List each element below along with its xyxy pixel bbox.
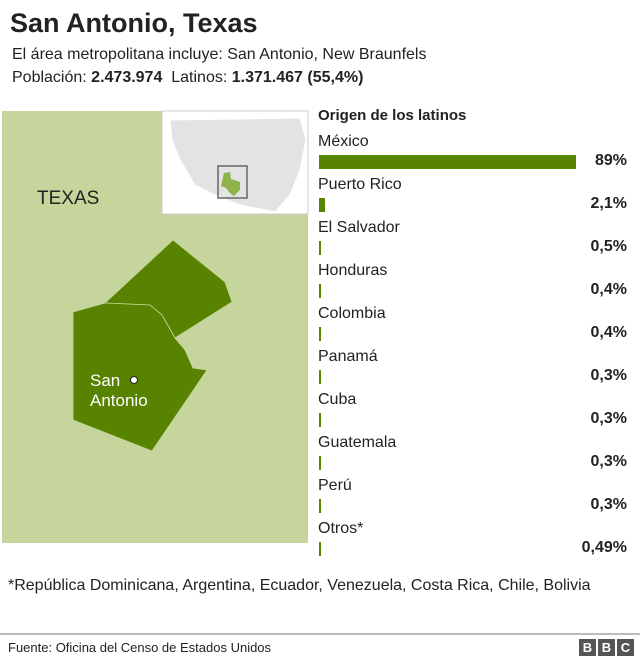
bar-value-label: 0,3% — [590, 410, 627, 427]
city-label: San — [90, 371, 120, 390]
bar-value-label: 0,3% — [590, 367, 627, 384]
population-line: Población: 2.473.974 Latinos: 1.371.467 … — [12, 69, 363, 87]
bar-label: Colombia — [318, 305, 386, 322]
bar — [319, 456, 321, 470]
subtitle: El área metropolitana incluye: San Anton… — [12, 46, 427, 63]
bar-label: Otros* — [318, 520, 364, 537]
bar-label: El Salvador — [318, 219, 400, 236]
bar — [319, 499, 321, 513]
bar — [319, 241, 321, 255]
bar-value-label: 89% — [594, 152, 627, 169]
bexar-county — [72, 302, 208, 452]
latinos-label: Latinos: — [171, 69, 228, 86]
city-label: Antonio — [90, 391, 148, 410]
population-label: Población: — [12, 69, 87, 86]
bar-value-label: 2,1% — [590, 195, 627, 212]
inset-highlight-box — [217, 165, 248, 199]
bar-value-label: 0,49% — [581, 539, 627, 556]
footnote: *República Dominicana, Argentina, Ecuado… — [8, 577, 591, 594]
page-title: San Antonio, Texas — [10, 8, 258, 38]
bar — [319, 370, 321, 384]
bar-label: Puerto Rico — [318, 176, 402, 193]
bar-label: Honduras — [318, 262, 388, 279]
inset-map — [161, 110, 309, 215]
bar — [319, 542, 321, 556]
bar-label: Perú — [318, 477, 352, 494]
map: TEXAS San Antonio — [2, 110, 309, 543]
bar-value-label: 0,4% — [590, 324, 627, 341]
texas-label: TEXAS — [37, 188, 99, 209]
divider — [0, 633, 640, 635]
source: Fuente: Oficina del Censo de Estados Uni… — [8, 640, 272, 655]
bar — [319, 155, 576, 169]
chart-title: Origen de los latinos — [318, 107, 467, 124]
bar — [319, 413, 321, 427]
bar-value-label: 0,5% — [590, 238, 627, 255]
bar — [319, 327, 321, 341]
bar-label: Cuba — [318, 391, 357, 408]
bar-value-label: 0,4% — [590, 281, 627, 298]
bar — [319, 284, 321, 298]
latinos-value: 1.371.467 (55,4%) — [231, 69, 364, 86]
bar-value-label: 0,3% — [590, 496, 627, 513]
population-value: 2.473.974 — [91, 69, 163, 86]
logo-letter: B — [579, 639, 596, 656]
bar-label: Panamá — [318, 348, 378, 365]
san-antonio-dot — [130, 376, 138, 384]
logo-letter: B — [598, 639, 615, 656]
bar-label: Guatemala — [318, 434, 397, 451]
bar-value-label: 0,3% — [590, 453, 627, 470]
bar — [319, 198, 326, 212]
bar-label: México — [318, 133, 369, 150]
logo-letter: C — [617, 639, 634, 656]
